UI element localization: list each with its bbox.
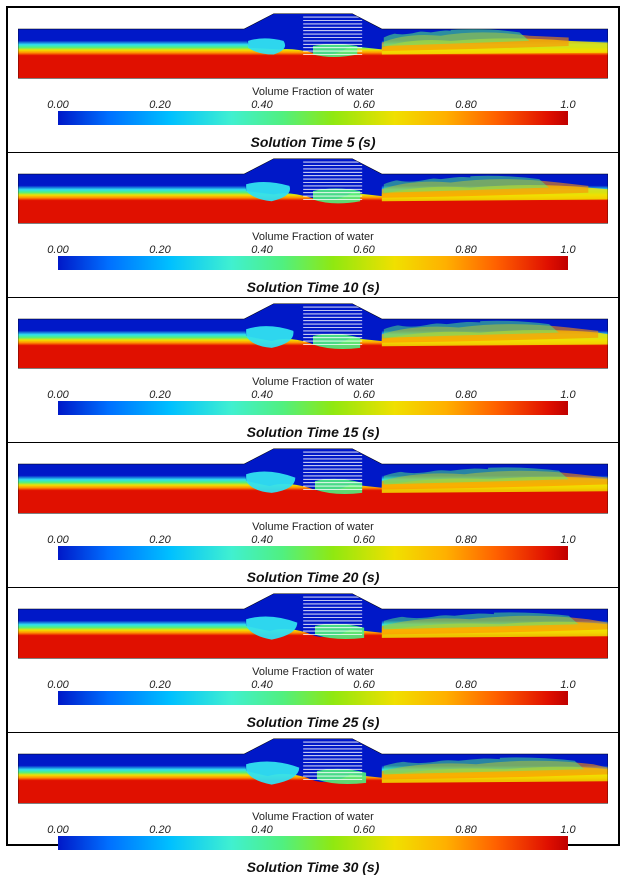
panel-t30: Volume Fraction of water 0.00 0.20 0.40 … bbox=[8, 733, 618, 877]
colorbar-title: Volume Fraction of water bbox=[14, 86, 612, 98]
tick-label: 0.00 bbox=[47, 824, 68, 836]
colorbar-ticks: 0.00 0.20 0.40 0.60 0.80 1.0 bbox=[58, 244, 568, 256]
tick-label: 0.40 bbox=[251, 534, 272, 546]
tick-label: 0.00 bbox=[47, 679, 68, 691]
tick-label: 1.0 bbox=[560, 99, 575, 111]
colorbar: Volume Fraction of water 0.00 0.20 0.40 … bbox=[14, 666, 612, 712]
simulation-view bbox=[18, 737, 608, 805]
time-caption: Solution Time 10 (s) bbox=[14, 279, 612, 295]
colorbar-ticks: 0.00 0.20 0.40 0.60 0.80 1.0 bbox=[58, 824, 568, 836]
tick-label: 1.0 bbox=[560, 534, 575, 546]
time-caption: Solution Time 20 (s) bbox=[14, 569, 612, 585]
tick-label: 0.20 bbox=[149, 824, 170, 836]
colorbar: Volume Fraction of water 0.00 0.20 0.40 … bbox=[14, 376, 612, 422]
simulation-view bbox=[18, 157, 608, 225]
panel-t5: Volume Fraction of water 0.00 0.20 0.40 … bbox=[8, 8, 618, 153]
figure-container: Volume Fraction of water 0.00 0.20 0.40 … bbox=[6, 6, 620, 846]
tick-label: 0.00 bbox=[47, 244, 68, 256]
colorbar-title: Volume Fraction of water bbox=[14, 376, 612, 388]
tick-label: 0.60 bbox=[353, 679, 374, 691]
simulation-view bbox=[18, 12, 608, 80]
time-caption: Solution Time 30 (s) bbox=[14, 859, 612, 875]
colorbar-gradient bbox=[58, 401, 568, 415]
simulation-view bbox=[18, 302, 608, 370]
colorbar: Volume Fraction of water 0.00 0.20 0.40 … bbox=[14, 231, 612, 277]
tick-label: 0.60 bbox=[353, 534, 374, 546]
colorbar-gradient bbox=[58, 256, 568, 270]
tick-label: 0.20 bbox=[149, 534, 170, 546]
colorbar-title: Volume Fraction of water bbox=[14, 811, 612, 823]
tick-label: 0.60 bbox=[353, 99, 374, 111]
tick-label: 0.00 bbox=[47, 534, 68, 546]
tick-label: 1.0 bbox=[560, 244, 575, 256]
colorbar-gradient bbox=[58, 836, 568, 850]
tick-label: 0.80 bbox=[455, 534, 476, 546]
tick-label: 1.0 bbox=[560, 679, 575, 691]
tick-label: 0.40 bbox=[251, 824, 272, 836]
tick-label: 0.40 bbox=[251, 389, 272, 401]
colorbar-gradient bbox=[58, 111, 568, 125]
colorbar-gradient bbox=[58, 546, 568, 560]
tick-label: 0.40 bbox=[251, 679, 272, 691]
panel-t15: Volume Fraction of water 0.00 0.20 0.40 … bbox=[8, 298, 618, 443]
tick-label: 0.40 bbox=[251, 99, 272, 111]
tick-label: 0.80 bbox=[455, 389, 476, 401]
tick-label: 0.20 bbox=[149, 244, 170, 256]
tick-label: 0.80 bbox=[455, 99, 476, 111]
tick-label: 0.20 bbox=[149, 99, 170, 111]
colorbar-ticks: 0.00 0.20 0.40 0.60 0.80 1.0 bbox=[58, 679, 568, 691]
tick-label: 0.80 bbox=[455, 824, 476, 836]
colorbar: Volume Fraction of water 0.00 0.20 0.40 … bbox=[14, 811, 612, 857]
tick-label: 0.20 bbox=[149, 679, 170, 691]
tick-label: 0.80 bbox=[455, 244, 476, 256]
colorbar-title: Volume Fraction of water bbox=[14, 666, 612, 678]
tick-label: 0.20 bbox=[149, 389, 170, 401]
panel-t10: Volume Fraction of water 0.00 0.20 0.40 … bbox=[8, 153, 618, 298]
time-caption: Solution Time 5 (s) bbox=[14, 134, 612, 150]
tick-label: 0.80 bbox=[455, 679, 476, 691]
tick-label: 0.00 bbox=[47, 389, 68, 401]
colorbar-ticks: 0.00 0.20 0.40 0.60 0.80 1.0 bbox=[58, 99, 568, 111]
tick-label: 0.40 bbox=[251, 244, 272, 256]
tick-label: 0.60 bbox=[353, 244, 374, 256]
tick-label: 0.00 bbox=[47, 99, 68, 111]
colorbar-gradient bbox=[58, 691, 568, 705]
panel-t25: Volume Fraction of water 0.00 0.20 0.40 … bbox=[8, 588, 618, 733]
tick-label: 0.60 bbox=[353, 389, 374, 401]
simulation-view bbox=[18, 447, 608, 515]
colorbar-title: Volume Fraction of water bbox=[14, 521, 612, 533]
colorbar: Volume Fraction of water 0.00 0.20 0.40 … bbox=[14, 521, 612, 567]
panel-t20: Volume Fraction of water 0.00 0.20 0.40 … bbox=[8, 443, 618, 588]
colorbar: Volume Fraction of water 0.00 0.20 0.40 … bbox=[14, 86, 612, 132]
tick-label: 1.0 bbox=[560, 389, 575, 401]
tick-label: 0.60 bbox=[353, 824, 374, 836]
colorbar-ticks: 0.00 0.20 0.40 0.60 0.80 1.0 bbox=[58, 534, 568, 546]
time-caption: Solution Time 15 (s) bbox=[14, 424, 612, 440]
colorbar-title: Volume Fraction of water bbox=[14, 231, 612, 243]
tick-label: 1.0 bbox=[560, 824, 575, 836]
time-caption: Solution Time 25 (s) bbox=[14, 714, 612, 730]
simulation-view bbox=[18, 592, 608, 660]
colorbar-ticks: 0.00 0.20 0.40 0.60 0.80 1.0 bbox=[58, 389, 568, 401]
